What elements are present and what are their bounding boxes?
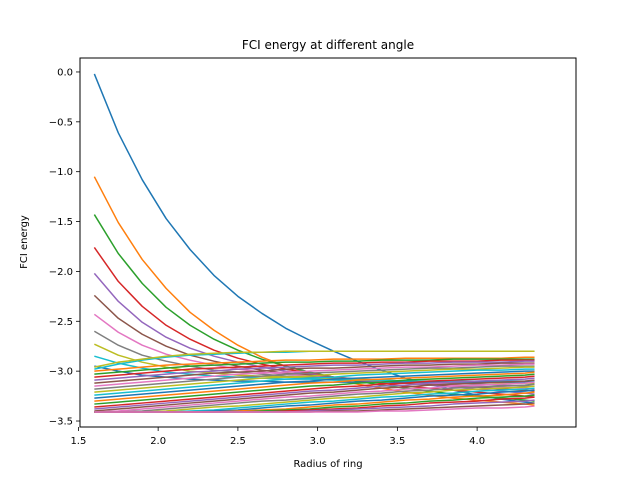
series-line-23	[94, 373, 535, 405]
y-axis-title: FCI energy	[19, 215, 30, 269]
series-line-12	[94, 356, 535, 372]
y-tick-label: −1.5	[49, 217, 73, 228]
y-tick-label: −1.0	[49, 167, 73, 178]
series-line-27	[94, 381, 535, 413]
x-tick-label: 2.0	[150, 436, 166, 447]
y-tick-label: −2.0	[49, 267, 73, 278]
series-line-15	[94, 360, 535, 381]
series-line-18	[94, 365, 535, 390]
series-line-37	[94, 405, 535, 413]
x-tick-label: 3.0	[310, 436, 326, 447]
y-tick-label: 0.0	[57, 67, 73, 78]
series-line-1	[93, 73, 535, 404]
y-tick-label: −2.5	[49, 317, 73, 328]
series-line-25	[94, 377, 535, 410]
series-line-19	[94, 366, 535, 393]
series-line-21	[94, 370, 535, 399]
series-line-16	[94, 362, 535, 384]
series-line-26	[94, 379, 535, 412]
series-line-28	[94, 383, 535, 413]
x-tick-label: 1.5	[70, 436, 86, 447]
y-axis-ticks: 0.0 −0.5 −1.0 −1.5 −2.0 −2.5 −3.0 −3.5	[49, 67, 80, 428]
x-axis-ticks: 1.5 2.0 2.5 3.0 3.5 4.0	[70, 427, 485, 447]
y-tick-label: −3.0	[49, 367, 73, 378]
series-line-39	[94, 350, 535, 368]
plot-frame	[79, 57, 577, 428]
series-line-29	[94, 385, 535, 413]
series-layer	[93, 73, 535, 413]
series-line-22	[94, 371, 535, 402]
series-line-20	[94, 368, 535, 396]
x-tick-label: 2.5	[230, 436, 246, 447]
x-axis-title: Radius of ring	[293, 459, 362, 470]
series-line-13	[94, 358, 535, 375]
series-line-14	[94, 359, 535, 378]
y-tick-label: −3.5	[49, 417, 73, 428]
x-tick-label: 3.5	[389, 436, 405, 447]
series-line-24	[94, 375, 535, 408]
y-tick-label: −0.5	[49, 117, 73, 128]
chart-title: FCI energy at different angle	[242, 38, 414, 52]
series-line-17	[94, 363, 535, 387]
x-tick-label: 4.0	[469, 436, 485, 447]
